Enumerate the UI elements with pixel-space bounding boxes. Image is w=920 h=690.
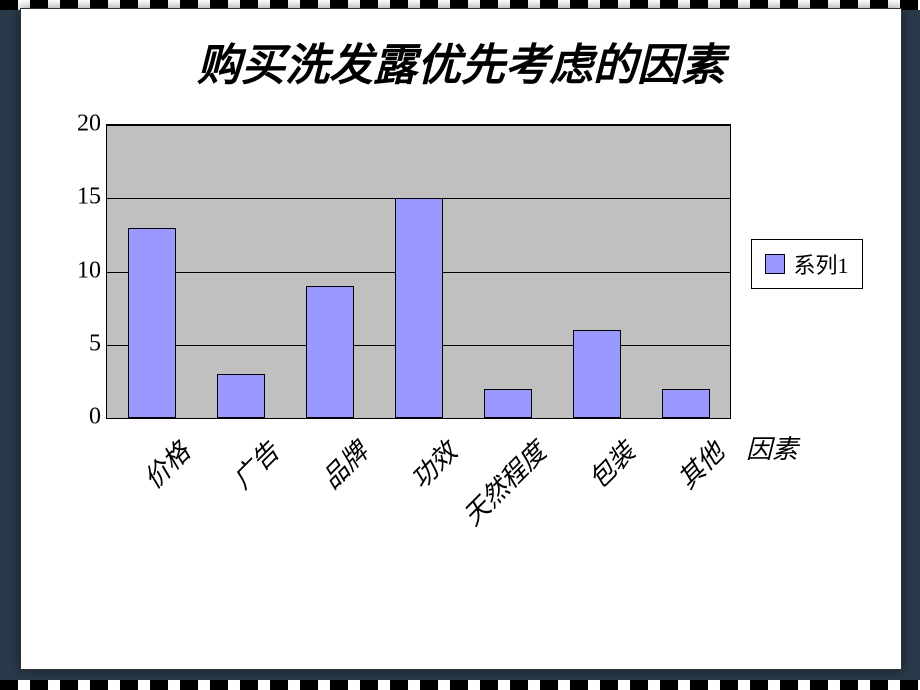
bar — [573, 330, 621, 418]
bar — [484, 389, 532, 418]
bar — [662, 389, 710, 418]
legend-swatch-icon — [765, 254, 785, 274]
y-tick-label: 5 — [61, 330, 101, 357]
legend: 系列1 — [751, 239, 863, 289]
bar — [128, 228, 176, 418]
slide-panel: 购买洗发露优先考虑的因素 05101520 价格广告品牌功效天然程度包装其他 因… — [20, 8, 902, 670]
y-tick-label: 0 — [61, 404, 101, 431]
bar — [306, 286, 354, 418]
plot-area — [106, 124, 731, 419]
chart-container: 05101520 价格广告品牌功效天然程度包装其他 因素 系列1 — [51, 119, 871, 639]
y-tick-label: 10 — [61, 257, 101, 284]
bar — [395, 198, 443, 418]
bar — [217, 374, 265, 418]
y-tick-label: 15 — [61, 184, 101, 211]
x-axis-label: 因素 — [746, 429, 798, 466]
legend-label: 系列1 — [793, 248, 848, 280]
chart-title: 购买洗发露优先考虑的因素 — [21, 29, 901, 93]
y-tick-label: 20 — [61, 111, 101, 138]
bars-group — [107, 125, 730, 418]
